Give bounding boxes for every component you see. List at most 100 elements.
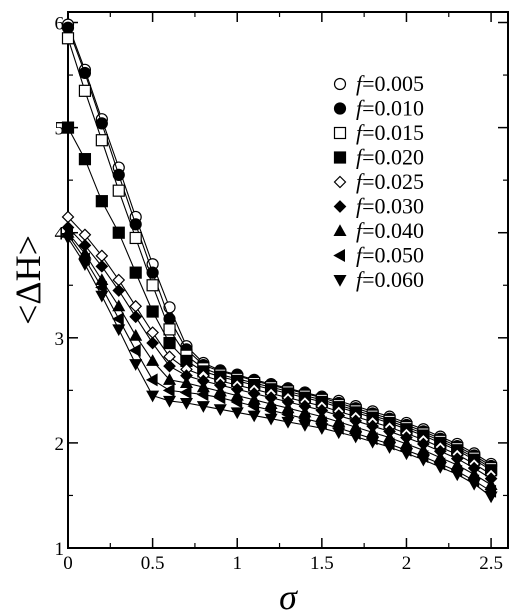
- data-point: [213, 391, 226, 405]
- data-point: [196, 388, 209, 402]
- data-point: [247, 410, 261, 423]
- series-6: [61, 221, 498, 485]
- legend-marker: [333, 126, 347, 140]
- data-point: [95, 249, 109, 263]
- series-4: [61, 121, 498, 477]
- data-point: [112, 312, 124, 326]
- data-point: [129, 218, 142, 231]
- legend-label: f=0.040: [356, 218, 424, 243]
- data-point: [61, 121, 75, 134]
- data-point: [298, 420, 312, 432]
- data-point: [95, 134, 108, 147]
- x-tick-label: 1.5: [310, 553, 334, 574]
- data-point: [366, 436, 380, 449]
- data-point: [61, 232, 75, 245]
- data-point: [163, 323, 176, 336]
- data-point: [112, 299, 126, 312]
- data-point: [247, 399, 260, 413]
- data-point: [163, 359, 176, 373]
- data-point: [230, 407, 244, 420]
- legend-label: f=0.005: [356, 71, 424, 96]
- data-point: [163, 336, 176, 350]
- data-point: [416, 454, 430, 467]
- data-point: [179, 385, 192, 399]
- data-point: [230, 395, 243, 409]
- data-point: [129, 310, 143, 324]
- data-point: [128, 343, 141, 357]
- x-tick-label: 0: [63, 553, 73, 574]
- data-point: [450, 469, 464, 482]
- data-point: [467, 478, 481, 491]
- data-point: [95, 290, 109, 303]
- series-1: [61, 18, 498, 471]
- data-point: [129, 266, 142, 279]
- series-line: [67, 24, 492, 465]
- data-point: [315, 423, 329, 435]
- y-tick-label: 1: [55, 539, 65, 560]
- data-point: [281, 416, 295, 429]
- legend-label: f=0.010: [356, 96, 424, 121]
- data-point: [129, 328, 143, 341]
- data-point: [264, 403, 277, 417]
- legend-marker: [333, 151, 347, 164]
- data-point: [145, 373, 158, 387]
- data-point: [129, 359, 143, 371]
- data-point: [95, 259, 109, 273]
- data-point: [129, 231, 142, 245]
- legend-marker: [333, 77, 347, 91]
- data-point: [146, 305, 159, 318]
- data-point: [95, 280, 107, 294]
- legend-label: f=0.060: [356, 267, 424, 292]
- data-point: [112, 273, 126, 287]
- y-tick-label: 6: [55, 14, 65, 35]
- series-5: [61, 210, 498, 481]
- data-point: [179, 397, 193, 410]
- y-axis-label: <ΔH>: [8, 235, 48, 325]
- data-point: [433, 462, 447, 474]
- x-tick-label: 1: [232, 553, 242, 574]
- legend-label: f=0.015: [356, 120, 424, 145]
- y-tick-label: 3: [55, 329, 65, 350]
- data-point: [61, 32, 75, 45]
- data-point: [179, 376, 193, 388]
- legend-marker: [333, 224, 347, 236]
- x-tick-label: 2: [402, 553, 412, 574]
- data-point: [78, 84, 92, 97]
- data-point: [78, 153, 92, 166]
- y-tick-label: 4: [55, 224, 65, 245]
- data-point: [78, 259, 92, 271]
- series-8: [61, 228, 497, 498]
- plot-frame: [67, 11, 509, 549]
- data-point: [196, 401, 210, 413]
- data-point: [112, 324, 126, 337]
- series-2: [61, 21, 498, 473]
- data-point: [332, 427, 346, 440]
- legend-marker: [333, 248, 345, 263]
- data-point: [163, 373, 177, 385]
- data-point: [112, 226, 125, 239]
- y-tick-label: 2: [55, 434, 65, 455]
- legend-label: f=0.030: [356, 194, 424, 219]
- data-point: [78, 66, 92, 80]
- data-point: [383, 442, 397, 454]
- series-layer: [61, 18, 498, 504]
- data-point: [146, 354, 160, 366]
- data-point: [163, 395, 177, 408]
- series-line: [67, 38, 492, 469]
- legend-label: f=0.020: [356, 145, 424, 170]
- data-point: [146, 266, 159, 279]
- data-point: [264, 413, 278, 426]
- data-point: [146, 279, 159, 292]
- data-point: [146, 390, 160, 403]
- x-tick-label: 2.5: [479, 553, 503, 574]
- data-point: [95, 195, 108, 208]
- legend-label: f=0.050: [356, 243, 424, 268]
- y-tick-label: 5: [55, 119, 65, 140]
- legend-marker: [333, 175, 347, 189]
- series-7: [61, 225, 498, 490]
- legend: f=0.005f=0.010f=0.015f=0.020f=0.025f=0.0…: [333, 71, 424, 292]
- data-point: [146, 336, 159, 350]
- data-point: [112, 284, 126, 297]
- data-point: [484, 491, 498, 504]
